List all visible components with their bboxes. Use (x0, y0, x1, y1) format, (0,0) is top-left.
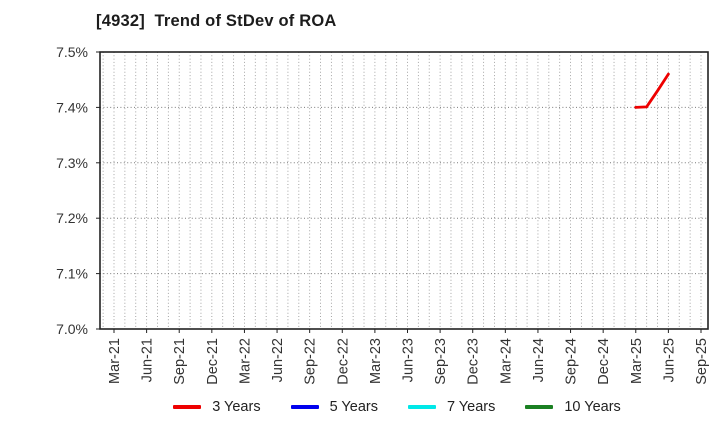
x-tick-label: Mar-21 (107, 338, 123, 384)
y-tick-label: 7.4% (56, 99, 88, 115)
x-tick-label: Sep-25 (694, 338, 710, 385)
plot-border (99, 51, 709, 330)
x-tick-label: Mar-24 (498, 338, 514, 384)
legend-label-5-years: 5 Years (329, 399, 378, 415)
y-tick-label: 7.1% (56, 266, 88, 282)
legend-swatch-3-years (173, 405, 202, 409)
y-tick-label: 7.2% (56, 210, 88, 226)
x-tick-label: Sep-21 (172, 338, 188, 385)
chart-title: [4932] Trend of StDev of ROA (96, 12, 337, 30)
x-tick-label: Jun-24 (531, 338, 547, 382)
x-tick-label: Sep-23 (433, 338, 449, 385)
x-tick-label: Dec-23 (466, 338, 482, 385)
x-tick-label: Jun-25 (661, 338, 677, 382)
legend-swatch-7-years (407, 405, 436, 409)
chart-plot-area: 7.0% 7.1% 7.2% 7.3% 7.4% 7.5% Mar-21 Jun-21 Sep-… (56, 44, 710, 385)
y-tick-label: 7.5% (56, 44, 88, 60)
legend: 3 Years 5 Years 7 Years 10 Years (0, 399, 720, 415)
x-tick-label: Dec-21 (205, 338, 221, 385)
x-tick-label: Jun-22 (270, 338, 286, 382)
legend-label-3-years: 3 Years (212, 399, 261, 415)
y-tick-label: 7.3% (56, 155, 88, 171)
x-tick-label: Mar-25 (629, 338, 645, 384)
legend-item-5-years: 5 Years (290, 399, 378, 415)
legend-item-7-years: 7 Years (407, 399, 496, 415)
legend-swatch-10-years (525, 405, 554, 409)
legend-label-7-years: 7 Years (446, 399, 496, 415)
legend-label-10-years: 10 Years (564, 399, 621, 415)
x-tick-label: Jun-23 (401, 338, 417, 382)
x-tick-label: Jun-21 (140, 338, 156, 382)
x-tick-label: Sep-22 (303, 338, 319, 385)
x-tick-label: Dec-24 (596, 338, 612, 385)
series-line-3-years (634, 72, 670, 109)
legend-inner: 3 Years 5 Years 7 Years 10 Years (173, 399, 621, 415)
legend-item-10-years: 10 Years (525, 399, 621, 415)
y-tick-label: 7.0% (56, 321, 88, 337)
legend-swatch-5-years (290, 405, 319, 409)
x-tick-label: Mar-22 (237, 338, 253, 384)
x-tick-label: Mar-23 (368, 338, 384, 384)
legend-item-3-years: 3 Years (173, 399, 261, 415)
x-tick-label: Sep-24 (564, 338, 580, 385)
x-tick-label: Dec-22 (335, 338, 351, 385)
